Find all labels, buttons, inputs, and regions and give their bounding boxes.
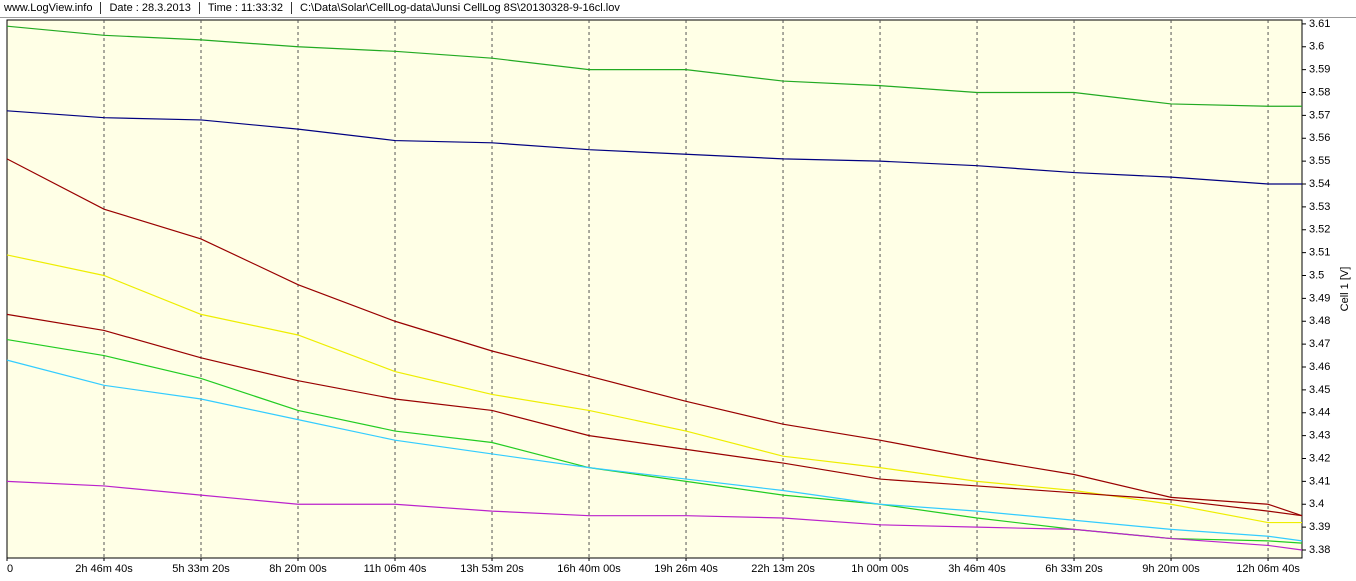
y-tick-label: 3.45 xyxy=(1309,384,1330,396)
x-tick-label: 0 xyxy=(7,563,13,575)
y-tick-label: 3.43 xyxy=(1309,430,1330,442)
x-tick-label: 2h 46m 40s xyxy=(75,563,133,575)
header-item: Time : 11:33:32 xyxy=(198,2,292,14)
y-tick-label: 3.59 xyxy=(1309,64,1330,76)
y-tick-label: 3.47 xyxy=(1309,338,1330,350)
y-tick-label: 3.56 xyxy=(1309,132,1330,144)
y-tick-label: 3.46 xyxy=(1309,361,1330,373)
header-item: Date : 28.3.2013 xyxy=(100,2,199,14)
series-line xyxy=(6,480,1303,551)
x-tick-label: 16h 40m 00s xyxy=(557,563,621,575)
header-item: www.LogView.info xyxy=(4,2,93,14)
x-tick-label: 3h 46m 40s xyxy=(948,563,1006,575)
y-tick-label: 3.44 xyxy=(1309,407,1330,419)
y-tick-label: 3.38 xyxy=(1309,544,1330,556)
y-tick-label: 3.57 xyxy=(1309,109,1330,121)
y-tick-label: 3.4 xyxy=(1309,498,1324,510)
header-item: C:\Data\Solar\CellLog-data\Junsi CellLog… xyxy=(291,2,628,14)
x-tick-label: 13h 53m 20s xyxy=(460,563,524,575)
series-line xyxy=(6,254,1302,524)
y-tick-label: 3.42 xyxy=(1309,452,1330,464)
y-tick-label: 3.5 xyxy=(1309,269,1324,281)
series-line xyxy=(6,25,1302,107)
y-tick-label: 3.48 xyxy=(1309,315,1330,327)
y-tick-label: 3.52 xyxy=(1309,224,1330,236)
header: www.LogView.info Date : 28.3.2013 Time : 1… xyxy=(0,0,1356,18)
plot-area xyxy=(6,19,1303,559)
x-tick-label: 5h 33m 20s xyxy=(172,563,230,575)
series-line xyxy=(6,110,1302,185)
x-tick-label: 1h 00m 00s xyxy=(851,563,909,575)
x-tick-label: 19h 26m 40s xyxy=(654,563,718,575)
y-tick-label: 3.61 xyxy=(1309,18,1330,30)
y-tick-label: 3.49 xyxy=(1309,292,1330,304)
series-line xyxy=(6,313,1303,517)
series-line xyxy=(6,158,1303,517)
y-tick-label: 3.55 xyxy=(1309,155,1330,167)
y-tick-label: 3.41 xyxy=(1309,475,1330,487)
x-tick-label: 9h 20m 00s xyxy=(1142,563,1200,575)
y-tick-label: 3.39 xyxy=(1309,521,1330,533)
x-tick-label: 8h 20m 00s xyxy=(269,563,327,575)
x-tick-label: 6h 33m 20s xyxy=(1045,563,1103,575)
y-tick-label: 3.58 xyxy=(1309,86,1330,98)
y-tick-label: 3.53 xyxy=(1309,201,1330,213)
x-tick-label: 11h 06m 40s xyxy=(364,563,427,575)
series-line xyxy=(6,359,1303,542)
x-tick-label: 12h 06m 40s xyxy=(1236,563,1300,575)
x-tick-label: 22h 13m 20s xyxy=(751,563,815,575)
y-axis-label: Cell 1 [V] xyxy=(1339,267,1351,312)
y-tick-label: 3.6 xyxy=(1309,41,1324,53)
y-tick-label: 3.51 xyxy=(1309,247,1330,259)
y-tick-label: 3.54 xyxy=(1309,178,1330,190)
